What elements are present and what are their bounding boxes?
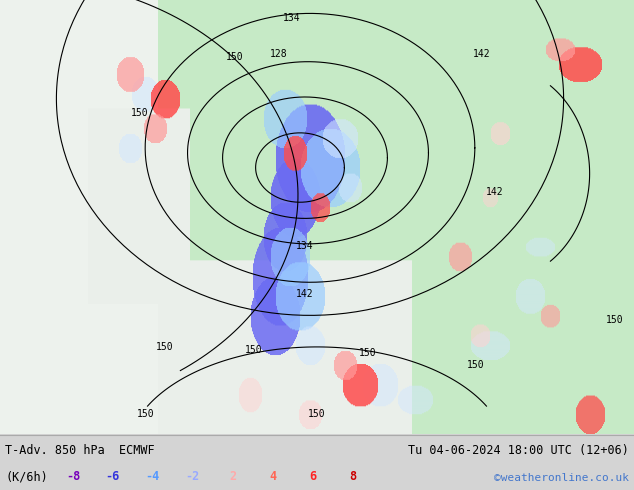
- Text: 150: 150: [467, 360, 484, 369]
- Text: 150: 150: [245, 345, 262, 355]
- Text: 6: 6: [309, 470, 316, 483]
- Text: -2: -2: [186, 470, 200, 483]
- Text: -4: -4: [146, 470, 160, 483]
- Text: ©weatheronline.co.uk: ©weatheronline.co.uk: [494, 473, 629, 483]
- Text: 134: 134: [295, 242, 313, 251]
- Text: 142: 142: [486, 187, 503, 197]
- Text: 150: 150: [226, 52, 243, 62]
- Text: 150: 150: [131, 108, 148, 119]
- Text: 150: 150: [156, 342, 174, 352]
- Text: (K/6h): (K/6h): [5, 470, 48, 483]
- Text: 8: 8: [349, 470, 356, 483]
- Text: 150: 150: [308, 409, 326, 419]
- Text: 128: 128: [270, 49, 288, 59]
- Text: 142: 142: [473, 49, 491, 59]
- Text: 4: 4: [269, 470, 276, 483]
- Text: 134: 134: [283, 13, 301, 23]
- Text: 150: 150: [606, 315, 624, 325]
- Text: -6: -6: [106, 470, 120, 483]
- Text: 150: 150: [137, 409, 155, 419]
- Text: 2: 2: [229, 470, 236, 483]
- Text: T-Adv. 850 hPa  ECMWF: T-Adv. 850 hPa ECMWF: [5, 444, 155, 457]
- Text: 142: 142: [295, 289, 313, 299]
- Text: Tu 04-06-2024 18:00 UTC (12+06): Tu 04-06-2024 18:00 UTC (12+06): [408, 444, 629, 457]
- Text: -8: -8: [66, 470, 80, 483]
- Text: 150: 150: [359, 348, 377, 358]
